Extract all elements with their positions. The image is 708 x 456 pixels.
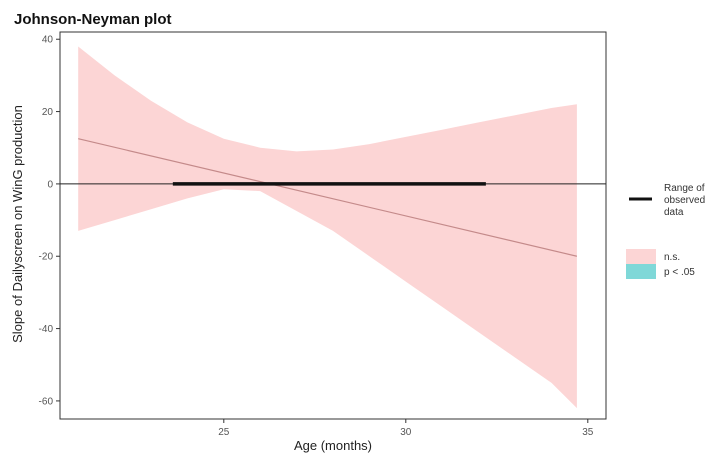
legend-ns-swatch — [626, 249, 656, 264]
legend-ns-label: n.s. — [664, 252, 680, 263]
y-tick-label: -20 — [39, 252, 54, 263]
x-tick-label: 35 — [582, 427, 594, 438]
y-tick-label: 20 — [42, 107, 54, 118]
y-tick-label: 0 — [47, 179, 53, 190]
plot-area — [59, 31, 607, 420]
legend-range-label-line-3: data — [664, 207, 684, 218]
y-tick-label: 40 — [42, 35, 54, 46]
legend-range-label-line-1: Range of — [664, 183, 705, 194]
x-axis-label: Age (months) — [294, 438, 372, 453]
legend-sig-swatch — [626, 264, 656, 279]
confidence-band — [78, 46, 577, 409]
legend: Range of observed data n.s. p < .05 — [626, 183, 705, 279]
plot-border — [59, 31, 607, 420]
chart-title: Johnson-Neyman plot — [14, 11, 172, 28]
x-axis-ticks: 25 30 35 — [218, 419, 594, 438]
y-tick-label: -40 — [39, 324, 54, 335]
legend-range-label-line-2: observed — [664, 195, 705, 206]
y-axis-label: Slope of Dailyscreen on WinG production — [10, 105, 25, 343]
slope-line — [78, 138, 578, 257]
x-tick-label: 25 — [218, 427, 230, 438]
legend-sig-label: p < .05 — [664, 267, 695, 278]
y-tick-label: -60 — [39, 396, 54, 407]
x-tick-label: 30 — [400, 427, 412, 438]
y-axis-ticks: -60 -40 -20 0 20 40 — [39, 35, 60, 407]
